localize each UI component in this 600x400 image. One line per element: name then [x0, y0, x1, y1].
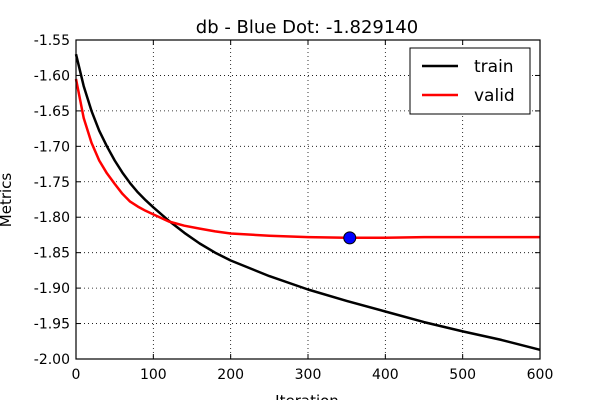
x-tick-label: 0: [72, 367, 81, 383]
x-tick-label: 200: [217, 367, 244, 383]
grid: [76, 40, 540, 359]
y-tick-label: -1.55: [34, 33, 70, 49]
x-tick-label: 100: [140, 367, 167, 383]
series-line-valid: [74, 78, 540, 240]
x-axis-label: Iteration: [275, 392, 339, 400]
y-tick-label: -2.00: [34, 352, 70, 368]
y-tick-label: -1.75: [34, 175, 70, 191]
legend: train valid: [409, 47, 531, 115]
y-axis-label: Metrics: [0, 173, 15, 228]
y-tick-label: -1.70: [34, 139, 70, 155]
y-tick-label: -1.85: [34, 246, 70, 262]
y-tick-label: -1.60: [34, 68, 70, 84]
blue-dot-marker: [343, 231, 357, 245]
chart-title: db - Blue Dot: -1.829140: [196, 17, 418, 38]
legend-label-train: train: [474, 57, 514, 77]
y-tick-label: -1.90: [34, 281, 70, 297]
x-tick-label: 400: [372, 367, 399, 383]
x-tick-label: 500: [449, 367, 476, 383]
y-tick-label: -1.95: [34, 317, 70, 333]
legend-label-valid: valid: [474, 86, 515, 106]
y-tick-label: -1.80: [34, 210, 70, 226]
marker-layer: [343, 231, 357, 245]
x-tick-label: 600: [527, 367, 554, 383]
ticks: 0 100 200 300 400 500 600 -1.55 -1.60 -1.65 -1.70 -…: [34, 33, 554, 383]
x-tick-label: 300: [295, 367, 322, 383]
legend-box: [409, 47, 531, 115]
series-layer: [74, 53, 541, 352]
series-line-train: [74, 53, 541, 352]
y-tick-label: -1.65: [34, 104, 70, 120]
